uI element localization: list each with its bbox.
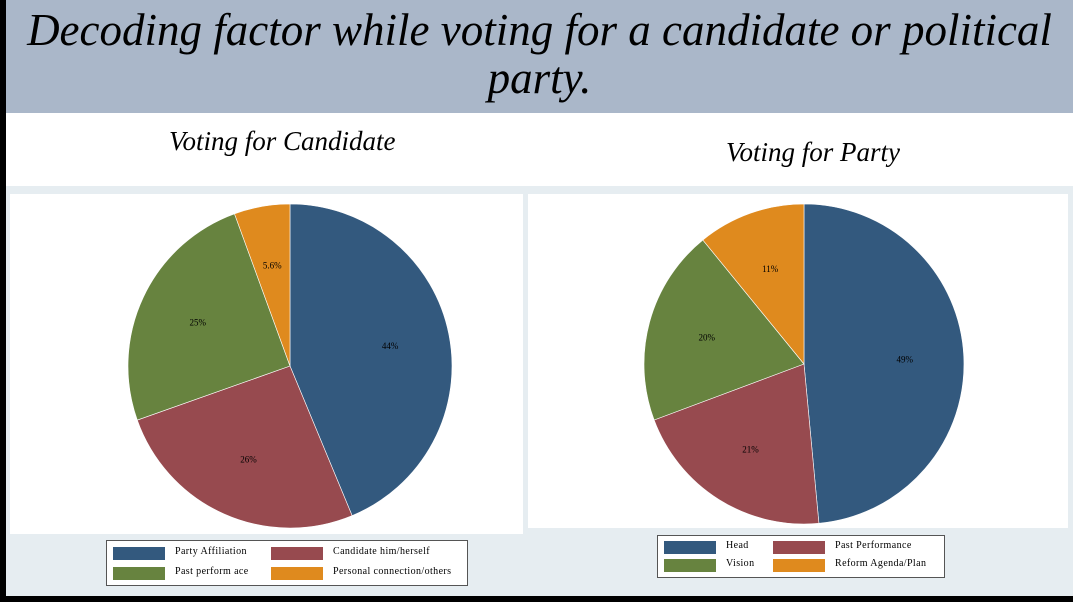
title-banner: Decoding factor while voting for a candi… — [6, 0, 1073, 113]
legend-label: Past perform ace — [175, 566, 249, 577]
pie-chart-party: 49% 21% 20% 11% — [528, 194, 1068, 528]
pie-data-label: 26% — [240, 454, 257, 464]
legend-party: Head Past Performance Vision Reform Agen… — [657, 535, 945, 578]
pie-data-label: 11% — [762, 264, 779, 274]
legend-label: Past Performance — [835, 540, 912, 551]
legend-label: Vision — [726, 558, 755, 569]
pie-svg-party: 49% 21% 20% 11% — [643, 203, 965, 525]
pie-slice-past-perform-ace — [127, 213, 291, 421]
pie-chart-candidate: 44% 26% 25% 5.6% — [10, 194, 523, 534]
legend-label: Head — [726, 540, 749, 551]
slide-title: Decoding factor while voting for a candi… — [27, 5, 1052, 103]
legend-label: Candidate him/herself — [333, 546, 430, 557]
slide: Decoding factor while voting for a candi… — [6, 0, 1073, 596]
pie-data-label: 44% — [382, 341, 399, 351]
legend-swatch — [271, 567, 323, 580]
pie-data-label: 5.6% — [263, 261, 282, 271]
pie-data-label: 20% — [698, 333, 715, 343]
pie-slice-reform-agenda-plan — [702, 203, 805, 365]
legend-label: Reform Agenda/Plan — [835, 558, 927, 569]
legend-candidate: Party Affiliation Candidate him/herself … — [106, 540, 468, 586]
legend-swatch — [113, 567, 165, 580]
legend-swatch — [664, 541, 716, 554]
legend-label: Personal connection/others — [333, 566, 452, 577]
legend-swatch — [664, 559, 716, 572]
pie-slice-past-performance — [653, 363, 820, 525]
pie-slice-party-affiliation — [289, 203, 453, 517]
charts-panel: 44% 26% 25% 5.6% 49% 21% 20% 11% Party Affilia… — [6, 186, 1073, 596]
pie-slice-head — [803, 203, 965, 524]
pie-svg-candidate: 44% 26% 25% 5.6% — [127, 203, 453, 529]
pie-data-label: 25% — [189, 318, 206, 328]
pie-slice-candidate-him-herself — [136, 365, 353, 529]
chart-title-party: Voting for Party — [726, 137, 900, 167]
bottom-bar — [0, 596, 1073, 602]
legend-swatch — [113, 547, 165, 560]
legend-swatch — [271, 547, 323, 560]
legend-swatch — [773, 559, 825, 572]
legend-label: Party Affiliation — [175, 546, 247, 557]
pie-slice-vision — [643, 239, 805, 421]
legend-swatch — [773, 541, 825, 554]
pie-slice-personal-connection-others — [234, 203, 291, 367]
pie-data-label: 49% — [896, 354, 913, 364]
pie-data-label: 21% — [742, 444, 759, 454]
chart-title-candidate: Voting for Candidate — [169, 126, 396, 156]
